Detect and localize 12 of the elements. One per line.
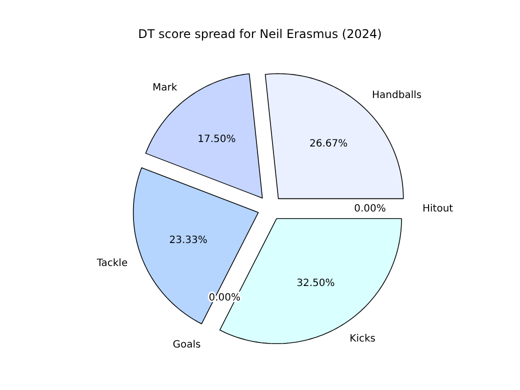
category-label: Goals bbox=[172, 339, 201, 350]
chart-title: DT score spread for Neil Erasmus (2024) bbox=[138, 27, 382, 41]
data-label: 26.67% bbox=[309, 138, 348, 150]
slice-label: Tackle bbox=[96, 258, 128, 270]
slice-label: Handballs bbox=[372, 90, 422, 102]
slice-label: Kicks bbox=[350, 334, 376, 345]
data-label: 17.50% bbox=[198, 134, 236, 146]
text: 0.00% bbox=[354, 204, 386, 214]
data-label: 23.33% bbox=[169, 234, 208, 246]
data-label: 32.50% bbox=[296, 278, 335, 290]
category-label: Hitout bbox=[422, 204, 454, 214]
slice-label: Mark bbox=[152, 82, 178, 94]
